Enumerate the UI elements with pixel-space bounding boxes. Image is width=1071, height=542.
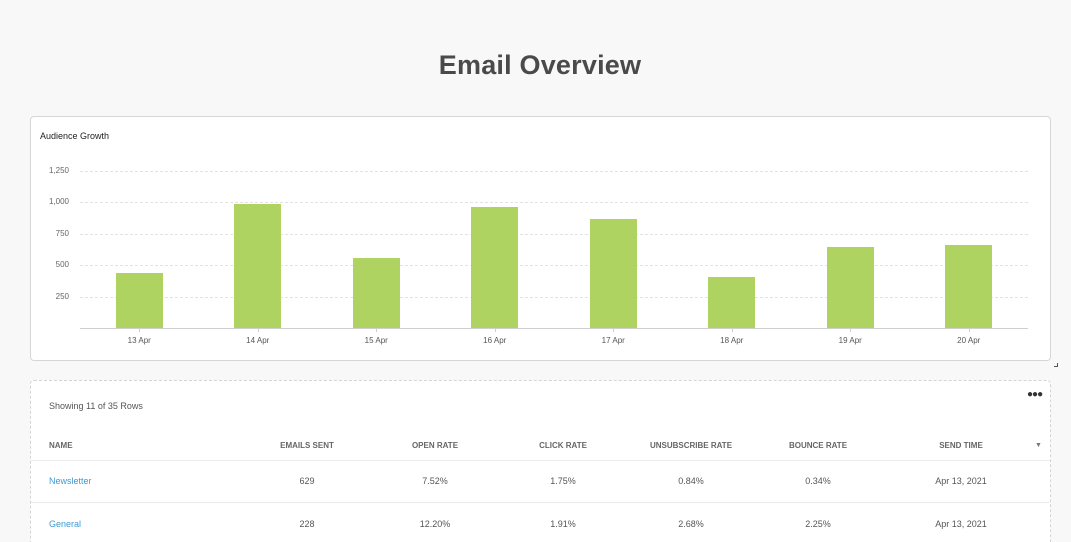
cell-click-rate: 1.75% xyxy=(550,476,576,486)
column-header-send-time[interactable]: Send Time xyxy=(939,441,983,450)
page-title: Email Overview xyxy=(438,50,642,80)
x-tick-mark xyxy=(613,329,615,332)
y-axis-tick-label: 500 xyxy=(55,260,69,270)
x-tick-mark xyxy=(850,329,852,332)
gridline xyxy=(80,233,1028,235)
cell-bounce-rate: 2.25% xyxy=(805,519,831,529)
cell-open-rate: 7.52% xyxy=(422,476,448,486)
audience-growth-chart-card: Audience Growth 1,250 1,000 750 500 250 13 Ap… xyxy=(30,116,1051,361)
x-axis-tick-label: 17 Apr xyxy=(601,336,625,345)
resize-handle-icon[interactable] xyxy=(1054,363,1058,367)
gridline xyxy=(80,171,1028,172)
x-tick-mark xyxy=(139,329,141,332)
y-axis-tick-label: 250 xyxy=(55,291,69,301)
gridline xyxy=(80,265,1028,267)
bar-15-apr[interactable] xyxy=(352,258,400,328)
column-header-click-rate[interactable]: Click Rate xyxy=(539,441,587,450)
caret-down-icon[interactable]: ▼ xyxy=(1035,442,1042,449)
chart-title: Audience Growth xyxy=(40,131,110,141)
column-header-name[interactable]: Name xyxy=(49,441,73,450)
column-header-unsubscribe-rate[interactable]: Unsubscribe Rate xyxy=(649,441,733,450)
bar-20-apr[interactable] xyxy=(945,244,993,328)
ellipsis-icon[interactable]: ●●● xyxy=(1027,389,1043,400)
campaign-name-link[interactable]: General xyxy=(49,519,82,529)
bar-18-apr[interactable] xyxy=(708,277,756,328)
x-tick-mark xyxy=(731,329,733,332)
x-axis-tick-label: 19 Apr xyxy=(838,336,862,345)
x-tick-mark xyxy=(968,329,970,332)
bar-19-apr[interactable] xyxy=(826,246,874,328)
cell-bounce-rate: 0.34% xyxy=(805,476,831,486)
bar-14-apr[interactable] xyxy=(234,204,282,328)
cell-send-time: Apr 13, 2021 xyxy=(935,476,987,486)
x-tick-mark xyxy=(494,329,496,332)
x-axis-tick-label: 14 Apr xyxy=(246,336,270,345)
table-row[interactable]: Newsletter 629 7.52% 1.75% 0.84% 0.34% Apr 13,… xyxy=(31,461,1050,503)
cell-open-rate: 12.20% xyxy=(419,519,451,529)
bar-chart-plot: 1,250 1,000 750 500 250 13 Apr 14 Apr 15 Apr 16 … xyxy=(31,117,1052,362)
cell-click-rate: 1.91% xyxy=(550,519,576,529)
cell-send-time: Apr 13, 2021 xyxy=(935,519,987,529)
cell-emails-sent: 228 xyxy=(299,519,315,529)
bar-13-apr[interactable] xyxy=(115,272,163,328)
table-row[interactable]: General 228 12.20% 1.91% 2.68% 2.25% Apr 13, 2… xyxy=(31,504,1050,542)
x-axis-line xyxy=(80,328,1028,329)
column-header-emails-sent[interactable]: Emails Sent xyxy=(280,441,334,450)
row-count-label: Showing 11 of 35 Rows xyxy=(49,401,143,411)
bar-17-apr[interactable] xyxy=(589,218,637,328)
column-header-bounce-rate[interactable]: Bounce Rate xyxy=(788,441,848,450)
campaign-name-link[interactable]: Newsletter xyxy=(49,476,92,486)
x-axis-tick-label: 20 Apr xyxy=(957,336,981,345)
y-axis-tick-label: 750 xyxy=(55,228,69,238)
email-table-card: Showing 11 of 35 Rows ●●● Name Emails Se… xyxy=(30,380,1051,542)
gridline xyxy=(80,202,1028,204)
x-axis-tick-label: 16 Apr xyxy=(483,336,507,345)
bar-16-apr[interactable] xyxy=(471,206,519,328)
x-axis-tick-label: 18 Apr xyxy=(720,336,744,345)
x-tick-mark xyxy=(376,329,378,332)
cell-unsubscribe-rate: 2.68% xyxy=(678,519,704,529)
table-header: Name Emails Sent Open Rate Click Rate Un… xyxy=(31,435,1050,461)
x-axis-tick-label: 15 Apr xyxy=(364,336,388,345)
x-axis-tick-label: 13 Apr xyxy=(127,336,151,345)
y-axis-tick-label: 1,250 xyxy=(48,166,69,175)
cell-unsubscribe-rate: 0.84% xyxy=(678,476,704,486)
y-axis-tick-label: 1,000 xyxy=(48,197,69,207)
cell-emails-sent: 629 xyxy=(299,476,315,486)
x-tick-mark xyxy=(257,329,259,332)
column-header-open-rate[interactable]: Open Rate xyxy=(411,441,459,450)
gridline xyxy=(80,296,1028,298)
